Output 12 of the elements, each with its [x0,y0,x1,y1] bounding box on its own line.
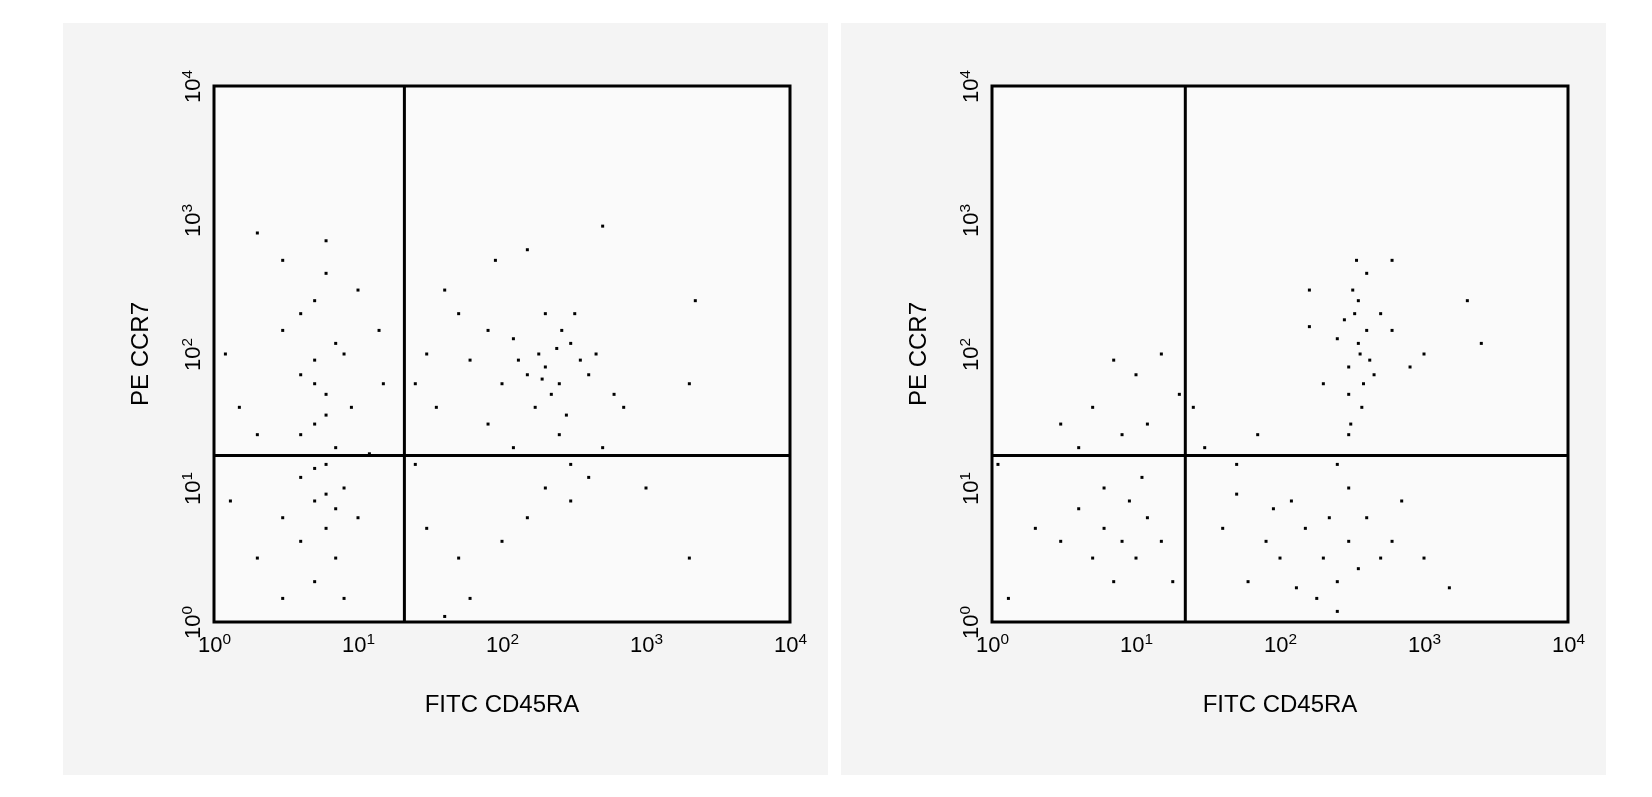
x-tick-label: 10$^{2}$ [485,629,520,657]
x-axis-title: FITC CD45RA [424,690,580,717]
x-tick-label: 10$^{1}$ [1119,629,1154,657]
x-tick-label: 10$^{3}$ [629,629,664,657]
x-tick-label: 10$^{3}$ [1407,629,1442,657]
x-tick-label: 10$^{2}$ [1263,629,1298,657]
y-axis-title: PE CCR7 [126,301,153,407]
x-tick-label: 10$^{4}$ [773,629,808,657]
x-axis-title: FITC CD45RA [1202,690,1358,717]
y-axis-title: PE CCR7 [904,301,931,407]
x-tick-label: 10$^{4}$ [1551,629,1586,657]
x-tick-label: 10$^{1}$ [341,629,376,657]
